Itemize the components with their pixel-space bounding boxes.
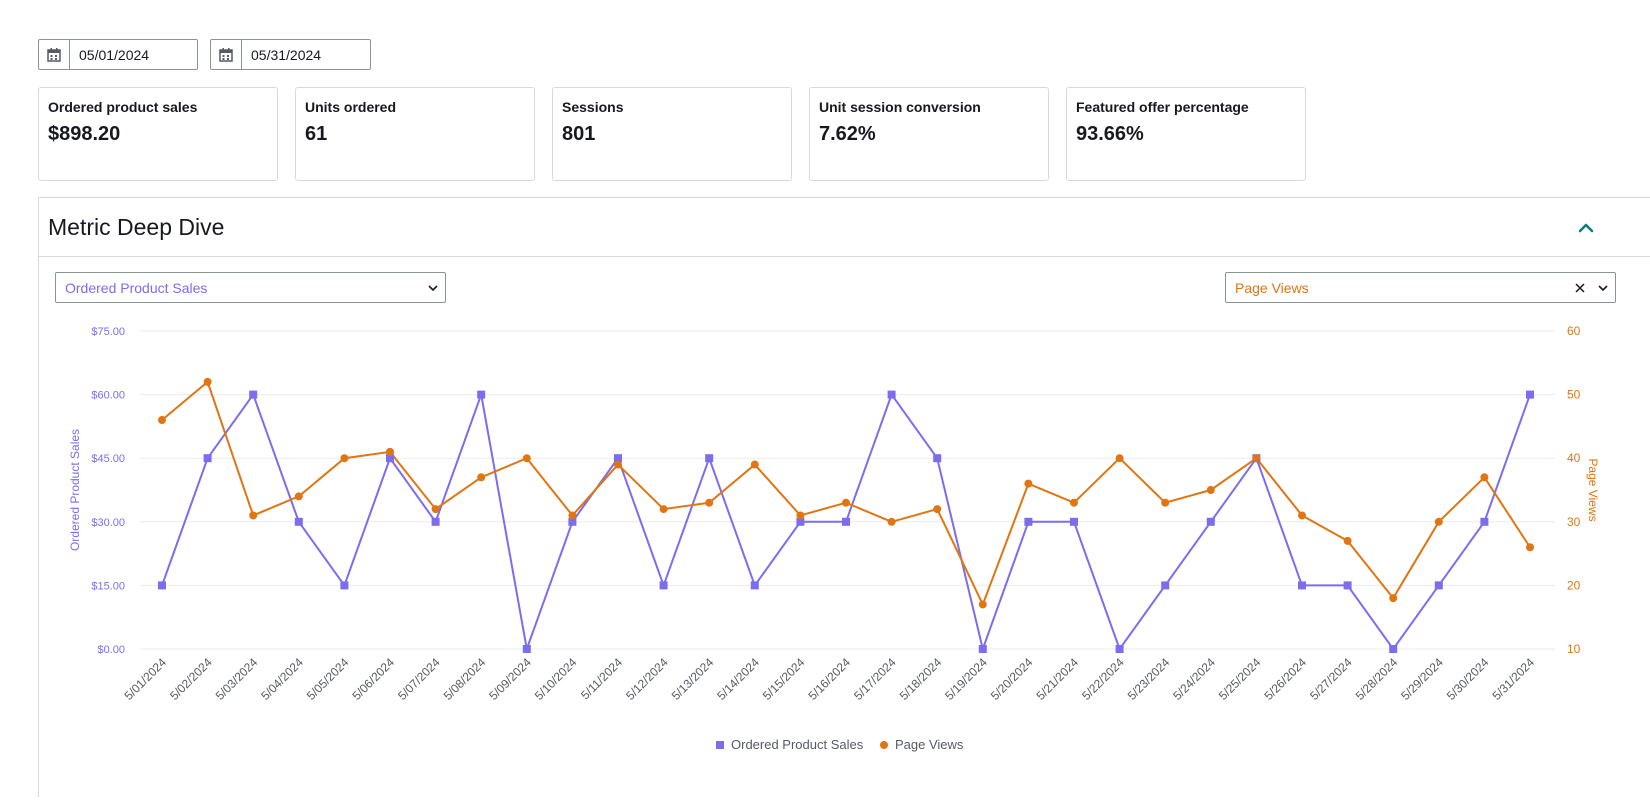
- calendar-icon[interactable]: [211, 40, 242, 69]
- metric-card-unit-session-conversion: Unit session conversion 7.62%: [809, 87, 1049, 181]
- right-metric-select-value: Page Views: [1235, 279, 1309, 296]
- metric-value: $898.20: [48, 123, 121, 145]
- start-date-input[interactable]: 05/01/2024: [38, 39, 198, 70]
- metric-label: Units ordered: [305, 99, 397, 115]
- metric-card-units-ordered: Units ordered 61: [295, 87, 535, 181]
- panel-title: Metric Deep Dive: [48, 214, 225, 240]
- metric-card-featured-offer: Featured offer percentage 93.66%: [1066, 87, 1306, 181]
- metric-card-ordered-sales: Ordered product sales $898.20: [38, 87, 278, 181]
- chevron-down-icon[interactable]: [1591, 282, 1615, 294]
- metric-deep-dive-panel: Metric Deep Dive: [38, 197, 1650, 797]
- left-metric-select-value: Ordered Product Sales: [65, 279, 208, 296]
- metric-label: Featured offer percentage: [1076, 99, 1249, 115]
- metric-value: 93.66%: [1076, 123, 1144, 145]
- left-metric-select[interactable]: Ordered Product Sales: [55, 272, 446, 303]
- metric-value: 7.62%: [819, 123, 876, 145]
- collapse-button[interactable]: [1574, 216, 1598, 240]
- panel-header: Metric Deep Dive: [39, 198, 1650, 257]
- metric-value: 801: [562, 123, 596, 145]
- end-date-input[interactable]: 05/31/2024: [210, 39, 371, 70]
- metric-label: Sessions: [562, 99, 624, 115]
- start-date-value: 05/01/2024: [79, 46, 150, 63]
- chevron-down-icon: [421, 282, 445, 294]
- end-date-value: 05/31/2024: [251, 46, 322, 63]
- close-icon[interactable]: [1569, 282, 1591, 294]
- metric-label: Ordered product sales: [48, 99, 198, 115]
- metric-value: 61: [305, 123, 328, 145]
- chevron-up-icon: [1578, 223, 1594, 233]
- metric-label: Unit session conversion: [819, 99, 981, 115]
- metric-card-sessions: Sessions 801: [552, 87, 792, 181]
- calendar-icon[interactable]: [39, 40, 70, 69]
- right-metric-select[interactable]: Page Views: [1225, 272, 1616, 303]
